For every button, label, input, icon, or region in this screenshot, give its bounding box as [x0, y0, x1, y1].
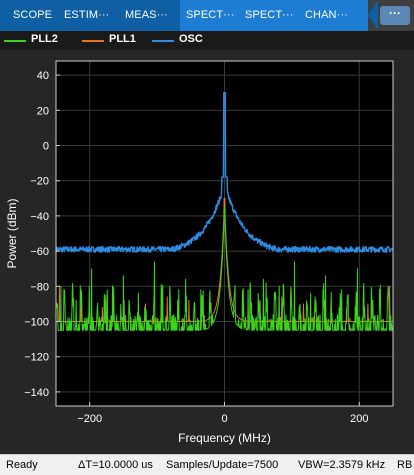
- x-tick-label: −200: [77, 413, 102, 425]
- y-tick-label: −60: [30, 246, 49, 258]
- tab-spectrogram[interactable]: SPECT···: [241, 0, 300, 31]
- tab-estimate[interactable]: ESTIM···: [56, 0, 118, 31]
- tab-scope[interactable]: SCOPE: [0, 0, 56, 31]
- status-text: Ready: [6, 459, 38, 471]
- y-tick-label: −80: [30, 281, 49, 293]
- samples-readout: Samples/Update=7500: [166, 459, 279, 471]
- legend-swatch: [4, 40, 26, 42]
- series-line-osc: [55, 92, 394, 253]
- tab-label: CHAN···: [305, 9, 348, 21]
- spectrum-plot-svg: −200 0 200−140−120−100−80−60−40−2002040Fre…: [5, 60, 394, 445]
- tab-channel[interactable]: CHAN···: [300, 0, 368, 31]
- x-axis-label: Frequency (MHz): [178, 431, 271, 445]
- tab-label: ESTIM···: [64, 9, 110, 21]
- series-line-pll2: [55, 206, 394, 331]
- delta-t-readout: ΔT=10.0000 us: [78, 459, 153, 471]
- legend-swatch: [152, 40, 174, 42]
- y-axis-label: Power (dBm): [5, 198, 19, 268]
- y-tick-label: 0: [43, 140, 49, 152]
- tab-label: SPECT···: [245, 9, 294, 21]
- tab-label: SCOPE: [13, 9, 53, 21]
- x-tick-label: 200: [350, 413, 368, 425]
- tab-measure[interactable]: MEAS···: [118, 0, 180, 31]
- y-tick-label: −120: [24, 352, 49, 364]
- legend-item-pll2[interactable]: PLL2: [4, 31, 74, 50]
- chevron-left-icon: [368, 0, 378, 30]
- legend-item-pll1[interactable]: PLL1: [82, 31, 152, 50]
- y-tick-label: 40: [37, 70, 49, 82]
- spectrum-chart: −200 0 200 −140 −120 −100 −80 −60 −40 −20 0 20 40 Fre…: [0, 50, 414, 454]
- tab-label: SPECT···: [186, 9, 235, 21]
- toolstrip: SCOPE ESTIM··· MEAS··· SPECT··· SPECT···…: [0, 0, 414, 31]
- y-tick-label: 20: [37, 105, 49, 117]
- vbw-readout: VBW=2.3579 kHz: [298, 459, 386, 471]
- legend-swatch: [82, 40, 104, 42]
- ellipsis-icon: ···: [380, 6, 410, 25]
- tab-label: MEAS···: [125, 9, 168, 21]
- legend-label: PLL2: [31, 33, 58, 45]
- chart-legend: PLL2 PLL1 OSC: [0, 31, 414, 50]
- tab-spectrum[interactable]: SPECT···: [180, 0, 241, 31]
- x-tick-label: 0: [221, 413, 227, 425]
- legend-label: PLL1: [109, 33, 136, 45]
- legend-label: OSC: [179, 33, 203, 45]
- y-tick-label: −100: [24, 317, 49, 329]
- y-tick-label: −40: [30, 211, 49, 223]
- y-tick-label: −20: [30, 176, 49, 188]
- legend-item-osc[interactable]: OSC: [152, 31, 222, 50]
- rbw-readout: RB: [397, 459, 413, 471]
- y-tick-label: −140: [24, 387, 49, 399]
- status-bar: Ready ΔT=10.0000 us Samples/Update=7500 …: [0, 454, 414, 475]
- more-tabs-button[interactable]: ···: [368, 0, 414, 31]
